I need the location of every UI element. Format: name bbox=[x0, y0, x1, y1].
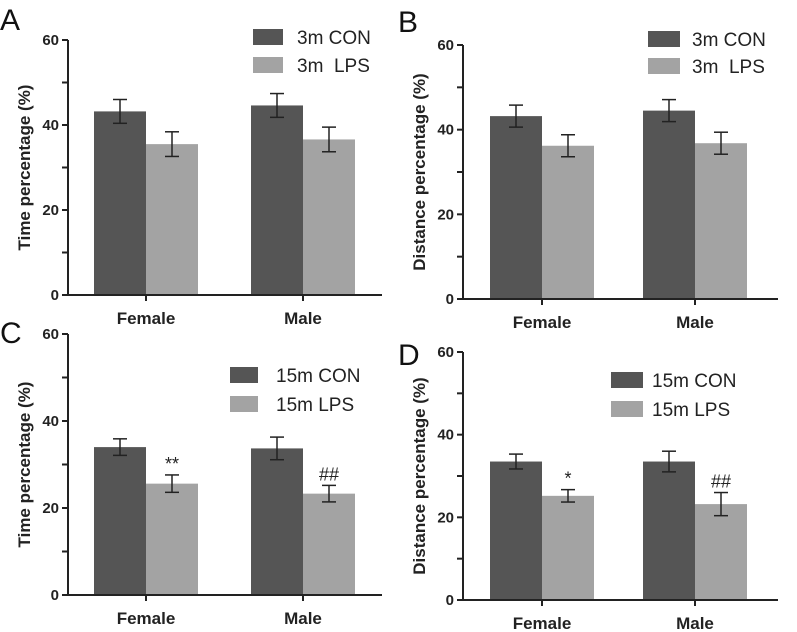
legend-swatch bbox=[230, 396, 258, 412]
bar-3m-con-female bbox=[94, 111, 146, 296]
legend-label: 3m LPS bbox=[692, 57, 765, 78]
legend-swatch bbox=[611, 401, 643, 417]
error-bar bbox=[270, 436, 284, 461]
bar-15m-lps-male bbox=[303, 493, 355, 595]
x-tick-label: Male bbox=[676, 614, 714, 632]
error-bar bbox=[322, 484, 336, 503]
y-tick-label: 0 bbox=[446, 291, 454, 308]
bar-3m-lps-male bbox=[303, 139, 355, 295]
y-tick-label: 60 bbox=[437, 37, 454, 54]
bar-3m-lps-female bbox=[146, 144, 198, 295]
x-tick-label: Male bbox=[676, 313, 714, 332]
y-tick-label: 40 bbox=[437, 427, 454, 444]
significance-label: ## bbox=[711, 472, 731, 492]
significance-label: ## bbox=[319, 464, 339, 484]
y-tick-label: 60 bbox=[42, 32, 59, 49]
bar-3m-lps-male bbox=[695, 143, 747, 299]
y-tick-label: 20 bbox=[42, 500, 59, 517]
legend-label: 3m CON bbox=[692, 30, 766, 51]
legend-swatch bbox=[648, 31, 680, 47]
legend-swatch bbox=[230, 367, 258, 383]
y-tick-label: 60 bbox=[437, 344, 454, 361]
bar-3m-con-female bbox=[490, 116, 542, 300]
error-bar bbox=[662, 450, 676, 473]
bar-3m-con-male bbox=[251, 105, 303, 295]
error-bar bbox=[113, 98, 127, 125]
error-bar bbox=[165, 474, 179, 494]
bar-15m-con-male bbox=[643, 461, 695, 600]
y-tick-label: 0 bbox=[446, 592, 454, 609]
x-tick-label: Female bbox=[513, 614, 572, 632]
legend-label: 15m LPS bbox=[276, 395, 354, 416]
panel-label: D bbox=[398, 339, 420, 372]
legend-swatch bbox=[253, 57, 283, 73]
panel-a: A 0 20 40 60 Female Male Time percentage (%) 3m … bbox=[0, 4, 382, 328]
significance-label: * bbox=[564, 469, 571, 489]
error-bar bbox=[714, 131, 728, 155]
error-bar bbox=[509, 104, 523, 128]
bar-15m-con-female bbox=[94, 447, 146, 595]
y-tick-label: 40 bbox=[42, 117, 59, 134]
panel-label: C bbox=[0, 317, 22, 350]
y-tick-label: 40 bbox=[42, 413, 59, 430]
bar-15m-lps-female bbox=[146, 483, 198, 595]
significance-label: ** bbox=[165, 454, 179, 474]
legend-swatch bbox=[253, 29, 283, 45]
error-bar bbox=[113, 438, 127, 457]
panel-label: B bbox=[398, 6, 418, 39]
bar-15m-lps-female bbox=[542, 495, 594, 600]
x-tick-label: Female bbox=[513, 313, 572, 332]
bar-15m-con-male bbox=[251, 448, 303, 595]
bar-15m-lps-male bbox=[695, 504, 747, 600]
y-tick-label: 20 bbox=[437, 206, 454, 223]
error-bar bbox=[270, 92, 284, 119]
y-tick-label: 0 bbox=[51, 287, 59, 304]
panel-c: C ** ## 0 20 40 60 Female Male Time percentage (%… bbox=[0, 317, 382, 628]
y-tick-label: 20 bbox=[42, 202, 59, 219]
x-tick-label: Male bbox=[284, 309, 322, 328]
panel-label: A bbox=[0, 4, 20, 37]
legend-swatch bbox=[611, 372, 643, 388]
y-tick-label: 40 bbox=[437, 122, 454, 139]
error-bar bbox=[561, 133, 575, 158]
y-axis-label: Distance percentage (%) bbox=[410, 73, 429, 270]
legend-swatch bbox=[648, 58, 680, 74]
error-bar bbox=[165, 131, 179, 158]
y-tick-label: 20 bbox=[437, 509, 454, 526]
x-tick-label: Male bbox=[284, 609, 322, 628]
y-axis-label: Distance percentage (%) bbox=[410, 377, 429, 574]
y-axis-label: Time percentage (%) bbox=[15, 382, 34, 548]
error-bar bbox=[509, 453, 523, 470]
y-axis-label: Time percentage (%) bbox=[15, 85, 34, 251]
legend-label: 15m CON bbox=[652, 371, 736, 392]
panel-d: D * ## 0 20 40 60 Female Male Distance percentage… bbox=[398, 339, 778, 632]
x-tick-label: Female bbox=[117, 609, 176, 628]
legend-label: 3m CON bbox=[297, 28, 371, 49]
error-bar bbox=[714, 491, 728, 517]
bar-15m-con-female bbox=[490, 461, 542, 600]
error-bar bbox=[662, 98, 676, 123]
bar-3m-lps-female bbox=[542, 145, 594, 299]
legend-label: 15m CON bbox=[276, 366, 360, 387]
y-tick-label: 0 bbox=[51, 587, 59, 604]
legend-label: 3m LPS bbox=[297, 56, 370, 77]
x-tick-label: Female bbox=[117, 309, 176, 328]
y-tick-label: 60 bbox=[42, 326, 59, 343]
bar-3m-con-male bbox=[643, 110, 695, 299]
panel-b: B 0 20 40 60 Female Male Distance percentage (%… bbox=[398, 6, 778, 332]
error-bar bbox=[561, 488, 575, 503]
legend-label: 15m LPS bbox=[652, 400, 730, 421]
error-bar bbox=[322, 126, 336, 153]
